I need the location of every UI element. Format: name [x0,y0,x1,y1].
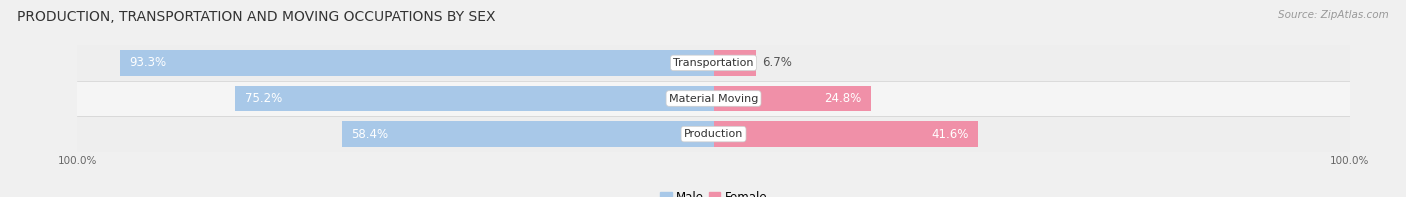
Text: 58.4%: 58.4% [352,128,388,141]
Bar [120,50,714,76]
Text: Transportation: Transportation [673,58,754,68]
Text: 24.8%: 24.8% [824,92,862,105]
Text: Source: ZipAtlas.com: Source: ZipAtlas.com [1278,10,1389,20]
Text: Material Moving: Material Moving [669,94,758,103]
Text: 93.3%: 93.3% [129,56,167,69]
Bar [77,116,1350,152]
Text: 6.7%: 6.7% [762,56,793,69]
Bar [235,86,714,111]
Text: 75.2%: 75.2% [245,92,283,105]
Text: Production: Production [683,129,744,139]
Text: PRODUCTION, TRANSPORTATION AND MOVING OCCUPATIONS BY SEX: PRODUCTION, TRANSPORTATION AND MOVING OC… [17,10,495,24]
Bar [714,86,872,111]
Bar [342,121,714,147]
Bar [77,81,1350,116]
Bar [714,50,756,76]
Bar [714,121,979,147]
Legend: Male, Female: Male, Female [655,186,772,197]
Text: 41.6%: 41.6% [931,128,969,141]
Bar [77,45,1350,81]
